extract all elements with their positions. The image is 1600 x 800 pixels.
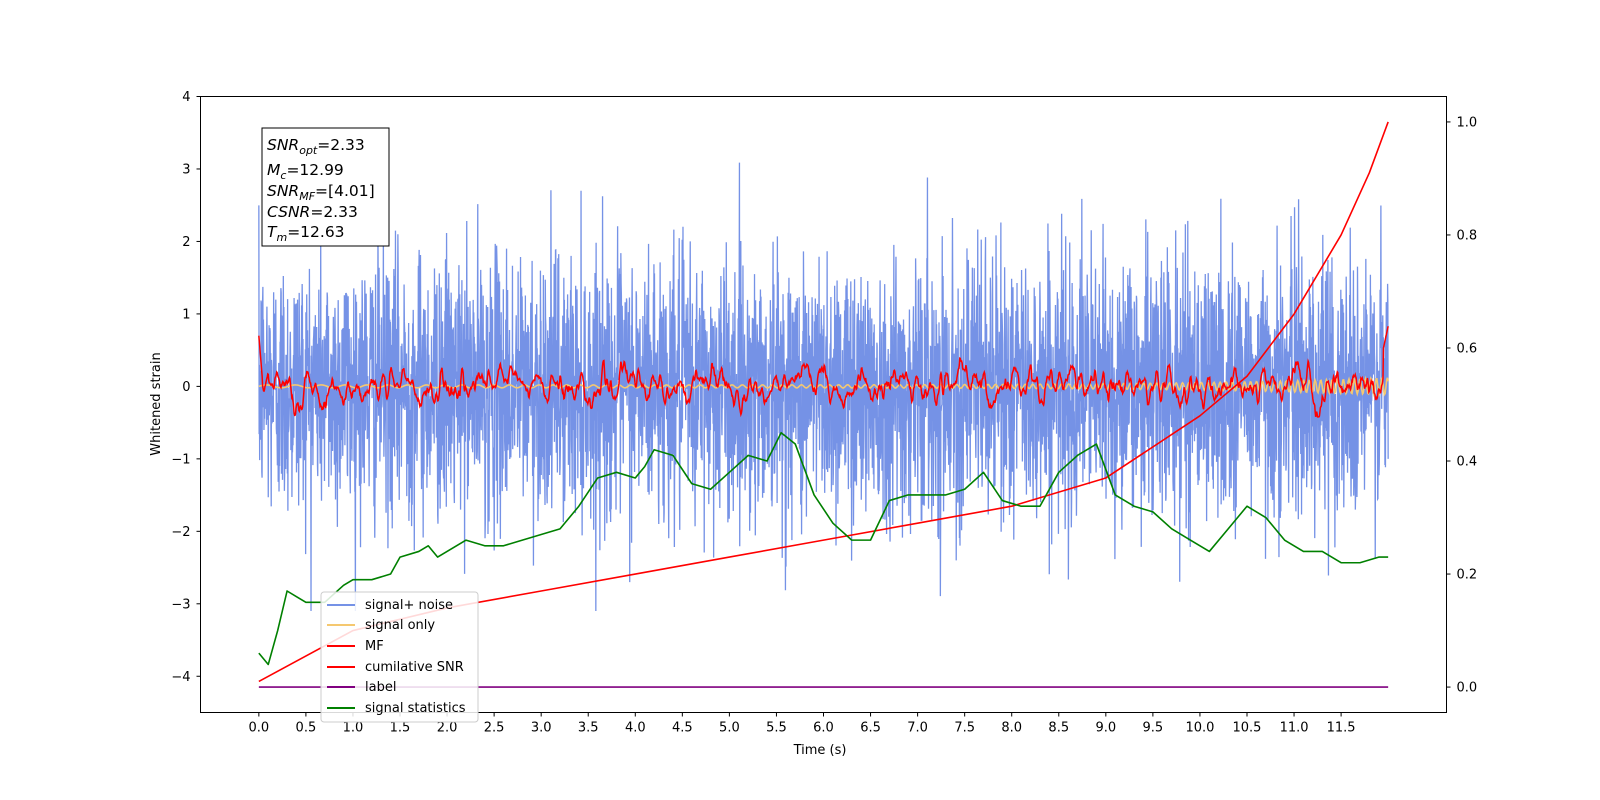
info-mc: Mc=12.99 [267,161,344,182]
info-box: SNRopt=2.33 Mc=12.99 SNRMF=[4.01] CSNR=2… [261,127,390,247]
left-y-tick-label: 1 [182,307,190,322]
x-tick-label: 11.0 [1280,721,1309,736]
series-cumulative-snr [258,121,1389,683]
left-y-tick-label: −3 [171,597,190,612]
x-tick-label: 11.5 [1327,721,1356,736]
left-y-axis-ticks: 4 3 2 1 0 −1 −2 −3 −4 [171,90,201,685]
legend-label-signal-only: signal only [365,618,435,633]
series-signal-noise [258,162,1389,612]
x-tick-label: 7.0 [907,721,928,736]
x-axis-label: Time (s) [793,743,847,758]
info-tm: Tm=12.63 [267,223,345,244]
x-tick-label: 6.0 [813,721,834,736]
x-tick-label: 8.5 [1048,721,1069,736]
x-tick-label: 1.0 [343,721,364,736]
right-y-tick-label: 0.2 [1457,568,1478,583]
x-tick-label: 2.0 [437,721,458,736]
x-tick-label: 0.5 [296,721,317,736]
info-snr-mf: SNRMF=[4.01] [267,182,375,203]
x-tick-label: 7.5 [954,721,975,736]
x-tick-label: 3.0 [531,721,552,736]
left-y-tick-label: −2 [171,525,190,540]
left-y-tick-label: 4 [182,90,190,105]
left-y-tick-label: −1 [171,452,190,467]
x-tick-label: 4.0 [625,721,646,736]
left-y-tick-label: 0 [182,380,190,395]
legend-label-signal-statistics: signal statistics [365,701,466,716]
x-tick-label: 8.0 [1001,721,1022,736]
x-tick-label: 2.5 [484,721,505,736]
info-box-frame [261,127,390,247]
left-y-tick-label: −4 [171,670,190,685]
left-y-tick-label: 3 [182,162,190,177]
x-tick-label: 10.5 [1233,721,1262,736]
x-tick-label: 0.0 [249,721,270,736]
right-y-tick-label: 0.8 [1457,228,1478,243]
x-tick-label: 5.0 [719,721,740,736]
legend-label-label: label [365,680,396,695]
x-tick-label: 4.5 [672,721,693,736]
x-tick-label: 9.0 [1095,721,1116,736]
legend-label-mf: MF [365,639,384,654]
right-y-tick-label: 0.4 [1457,455,1478,470]
info-snr-opt: SNRopt=2.33 [267,136,365,157]
right-y-tick-label: 0.0 [1457,681,1478,696]
legend: signal+ noise signal only MF cumilative … [320,591,479,723]
x-axis-ticks: 0.0 0.5 1.0 1.5 2.0 2.5 3.0 3.5 4.0 4.5 5.0 5.5 6.0 6… [249,712,1356,736]
legend-frame [320,591,479,723]
x-tick-label: 1.5 [390,721,411,736]
x-tick-label: 9.5 [1143,721,1164,736]
legend-label-cumulative-snr: cumilative SNR [365,660,464,675]
x-tick-label: 10.0 [1185,721,1214,736]
y-axis-label: Whitened strain [149,352,164,455]
series-signal-statistics [258,431,1389,666]
right-y-axis-ticks: 1.0 0.8 0.6 0.4 0.2 0.0 [1446,115,1478,696]
x-tick-label: 5.5 [766,721,787,736]
right-y-tick-label: 1.0 [1457,115,1478,130]
legend-label-signal-noise: signal+ noise [365,598,453,613]
info-csnr: CSNR=2.33 [267,203,358,221]
x-tick-label: 6.5 [860,721,881,736]
series-mf [258,326,1389,418]
series-signal-only [258,375,1389,398]
left-y-tick-label: 2 [182,235,190,250]
right-y-tick-label: 0.6 [1457,341,1478,356]
x-tick-label: 3.5 [578,721,599,736]
